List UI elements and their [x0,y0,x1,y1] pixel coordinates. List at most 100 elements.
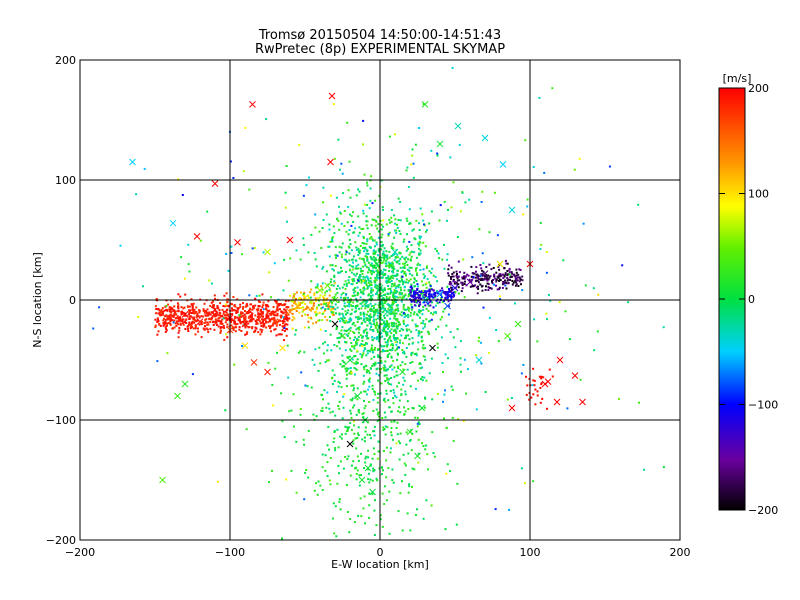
data-dot [376,419,379,422]
data-dot [404,390,407,393]
data-dot [455,275,458,278]
data-dot [315,313,318,316]
data-dot [216,313,219,316]
data-dot [397,284,400,287]
data-dot [373,355,376,358]
data-dot [375,279,378,282]
data-dot [355,259,358,262]
data-dot [213,328,216,331]
data-dot [403,267,406,269]
data-dot [302,309,305,312]
data-dot [219,330,222,332]
data-dot [235,310,238,313]
data-dot [416,425,419,428]
data-dot [367,306,370,308]
data-dot [360,228,363,230]
data-cross [279,344,286,352]
data-dot [351,399,354,402]
data-dot [385,223,388,226]
data-dot [333,280,336,283]
data-dot [368,233,371,235]
data-dot [366,271,369,274]
data-dot [363,303,366,306]
data-dot [449,281,452,283]
data-dot [398,406,401,409]
data-dot [236,307,239,310]
data-dot [393,284,395,287]
data-dot [417,348,420,351]
data-dot [358,307,360,310]
data-dot [295,491,298,494]
data-dot [428,222,431,225]
data-dot [360,278,363,281]
data-dot [172,321,175,324]
data-dot [386,333,389,336]
data-dot [393,338,396,341]
data-dot [356,291,359,294]
data-dot [349,298,352,301]
data-dot [416,283,419,286]
data-dot [372,310,375,313]
data-dot [453,281,456,284]
data-dot [376,308,379,311]
data-dot [402,240,405,243]
data-cross [466,278,474,286]
data-cross [264,368,271,376]
data-dot [378,415,380,418]
data-dot [361,270,364,272]
data-dot [443,267,446,270]
data-dot [464,201,467,204]
data-dot [412,407,415,410]
data-dot [350,318,353,321]
data-dot [427,295,430,298]
data-dot [436,280,439,283]
data-dot [215,321,218,324]
data-dot [515,274,518,277]
x-axis: −200 −100 0 100 200 [65,60,691,559]
data-dot [402,283,404,286]
data-dot [398,259,401,262]
data-dot [157,308,160,310]
data-dot [381,525,384,528]
data-dot [410,255,413,258]
data-dot [295,249,298,252]
data-dot [283,436,286,439]
data-dot [410,266,413,269]
data-dot [422,241,425,244]
data-dot [455,281,458,284]
data-dot [378,337,381,340]
data-dot [377,362,380,364]
data-dot [355,249,358,251]
data-dot [310,233,313,236]
data-dot [244,126,247,129]
data-dot [515,281,518,284]
data-dot [363,280,366,283]
data-dot [187,263,190,266]
data-dot [444,528,447,531]
data-dot [98,306,101,309]
data-dot [370,367,372,370]
data-dot [380,248,383,251]
data-dot [426,278,429,281]
data-dot [284,316,287,318]
data-dot [313,489,316,492]
data-dot [494,277,497,280]
data-dot [393,329,395,332]
data-cross [508,404,516,412]
data-dot [417,334,420,337]
data-dot [156,317,159,320]
data-dot [388,337,391,340]
data-dot [447,313,450,316]
data-dot [545,251,548,254]
data-dot [238,328,241,331]
data-dot [329,240,332,243]
data-dot [369,237,372,240]
data-dot [389,317,392,320]
data-dot [582,222,585,225]
data-dot [383,309,386,311]
data-dot [364,329,366,332]
data-dot [446,285,449,288]
data-dot [352,384,355,387]
data-dot [193,321,196,324]
data-dot [173,319,176,322]
